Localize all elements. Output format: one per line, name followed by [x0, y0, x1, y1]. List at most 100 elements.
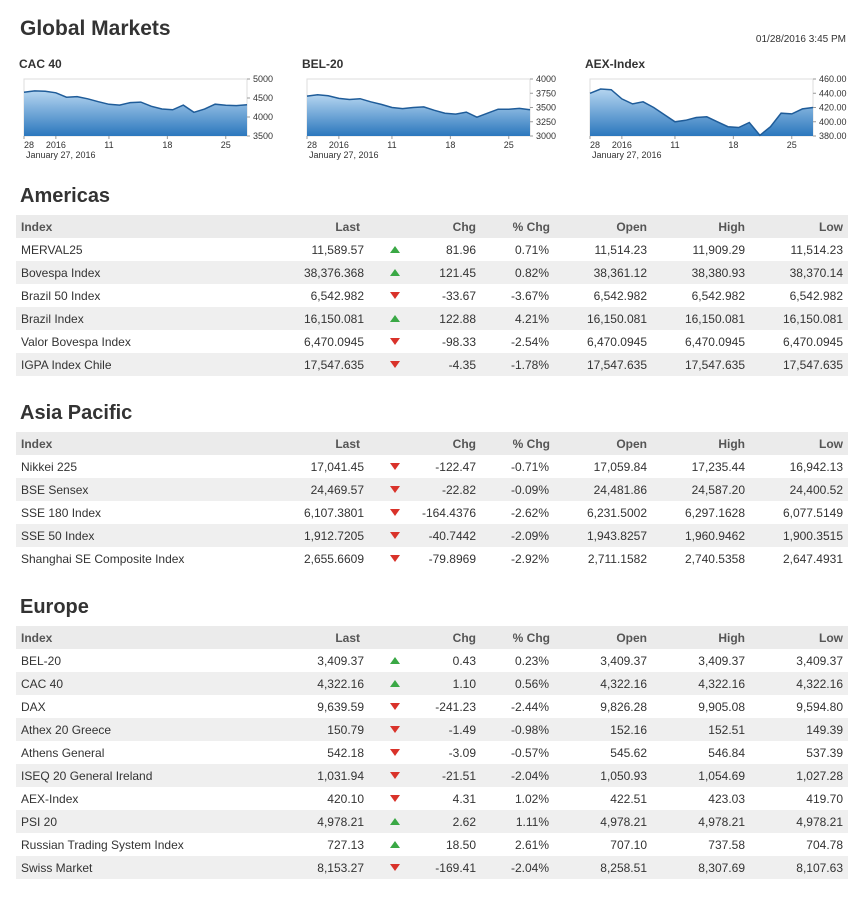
table-cell: -98.33 — [441, 335, 476, 349]
table-cell: SSE 180 Index — [21, 506, 102, 520]
table-cell: -2.92% — [510, 552, 549, 566]
x-tick-label: 25 — [787, 140, 797, 150]
table-cell: 1,900.3515 — [782, 529, 843, 543]
table-row: Brazil Index 16,150.081 122.88 4.21% 16,150.… — [16, 307, 848, 330]
x-tick-label: 18 — [445, 140, 455, 150]
column-header: Low — [819, 220, 843, 234]
table-cell: -3.67% — [510, 289, 549, 303]
table-cell: 419.70 — [806, 792, 843, 806]
column-header: Open — [616, 437, 647, 451]
trend-down — [390, 292, 400, 299]
trend-down — [390, 795, 400, 802]
table-cell: 6,470.0945 — [586, 335, 647, 349]
table-cell: 4,322.16 — [796, 677, 843, 691]
table-cell: 6,542.982 — [691, 289, 745, 303]
trend-icon — [390, 338, 400, 345]
column-header: Last — [335, 220, 360, 234]
section-title: Asia Pacific — [20, 402, 133, 424]
table-cell: PSI 20 — [21, 815, 58, 829]
table-cell: 38,380.93 — [691, 266, 745, 280]
y-tick-label: 420.00 — [819, 103, 847, 113]
table-cell: Brazil Index — [21, 312, 84, 326]
trend-icon — [390, 486, 400, 493]
date-label: January 27, 2016 — [26, 150, 96, 160]
table-cell: 38,376.368 — [303, 266, 364, 280]
column-header: Index — [21, 631, 53, 645]
trend-down — [390, 703, 400, 710]
table-cell: IGPA Index Chile — [21, 358, 112, 372]
trend-down — [390, 509, 400, 516]
table-cell: Swiss Market — [21, 861, 93, 875]
table-cell: -22.82 — [441, 483, 476, 497]
x-tick-label: 28 — [24, 140, 34, 150]
trend-icon — [390, 269, 400, 276]
x-tick-label: 28 — [307, 140, 317, 150]
table-cell: 4,978.21 — [796, 815, 843, 829]
table-cell: BEL-20 — [21, 654, 62, 668]
table-cell: Russian Trading System Index — [21, 838, 184, 852]
table-cell: 4.31 — [452, 792, 476, 806]
table-cell: 1.11% — [515, 815, 549, 829]
table-cell: -4.35 — [448, 358, 476, 372]
table-cell: 11,909.29 — [692, 243, 746, 257]
trend-down — [390, 555, 400, 562]
column-header: Chg — [452, 631, 476, 645]
column-header: Open — [616, 220, 647, 234]
table-cell: 4,978.21 — [317, 815, 364, 829]
table-cell: 0.82% — [514, 266, 549, 280]
trend-up — [390, 269, 400, 276]
table-cell: 24,400.52 — [789, 483, 843, 497]
table-cell: 149.39 — [806, 723, 843, 737]
table-row: PSI 20 4,978.21 2.62 1.11% 4,978.21 4,978.21 4… — [16, 810, 848, 833]
x-tick-label: 2016 — [46, 140, 66, 150]
table-cell: -21.51 — [441, 769, 476, 783]
table-cell: 704.78 — [806, 838, 843, 852]
y-tick-label: 3250 — [536, 117, 556, 127]
table-cell: 16,942.13 — [789, 460, 843, 474]
table-cell: 537.39 — [806, 746, 843, 760]
table-cell: 17,547.635 — [586, 358, 647, 372]
table-cell: 122.88 — [439, 312, 476, 326]
y-tick-label: 400.00 — [819, 117, 847, 127]
table-cell: 3,409.37 — [796, 654, 843, 668]
trend-down — [390, 726, 400, 733]
table-cell: 24,469.57 — [310, 483, 364, 497]
table-cell: 11,589.57 — [311, 243, 365, 257]
date-label: January 27, 2016 — [309, 150, 379, 160]
market-section: Europe Index Last Chg % Chg Open High Low BEL-20… — [16, 596, 848, 879]
table-cell: 16,150.081 — [586, 312, 647, 326]
table-cell: 38,370.14 — [789, 266, 843, 280]
table-cell: 6,107.3801 — [303, 506, 364, 520]
table-row: BSE Sensex 24,469.57 -22.82 -0.09% 24,481.86… — [16, 478, 848, 501]
table-cell: -0.71% — [510, 460, 549, 474]
line — [589, 88, 814, 137]
table-cell: -164.4376 — [421, 506, 476, 520]
table-cell: 727.13 — [327, 838, 364, 852]
chart-title: CAC 40 — [19, 57, 62, 71]
table-cell: 17,547.635 — [684, 358, 745, 372]
table-cell: SSE 50 Index — [21, 529, 95, 543]
table-cell: 11,514.23 — [594, 243, 648, 257]
table-cell: -40.7442 — [428, 529, 476, 543]
trend-up — [390, 657, 400, 664]
table-row: AEX-Index 420.10 4.31 1.02% 422.51 423.03 419.… — [16, 787, 848, 810]
table-cell: -169.41 — [435, 861, 476, 875]
table-cell: -2.54% — [510, 335, 549, 349]
table-cell: 0.71% — [514, 243, 549, 257]
table-cell: 16,150.081 — [684, 312, 745, 326]
table-cell: 423.03 — [708, 792, 745, 806]
table-cell: -2.62% — [510, 506, 549, 520]
table-cell: 6,231.5002 — [586, 506, 647, 520]
table-cell: 150.79 — [327, 723, 364, 737]
trend-down — [390, 463, 400, 470]
table-cell: 6,470.0945 — [782, 335, 843, 349]
trend-down — [390, 772, 400, 779]
trend-icon — [390, 726, 400, 733]
table-cell: -0.09% — [510, 483, 549, 497]
table-cell: 17,235.44 — [691, 460, 745, 474]
table-cell: 1,943.8257 — [586, 529, 647, 543]
table-cell: Nikkei 225 — [21, 460, 78, 474]
table-cell: 542.18 — [327, 746, 364, 760]
table-cell: 4.21% — [514, 312, 549, 326]
y-tick-label: 3750 — [536, 88, 556, 98]
